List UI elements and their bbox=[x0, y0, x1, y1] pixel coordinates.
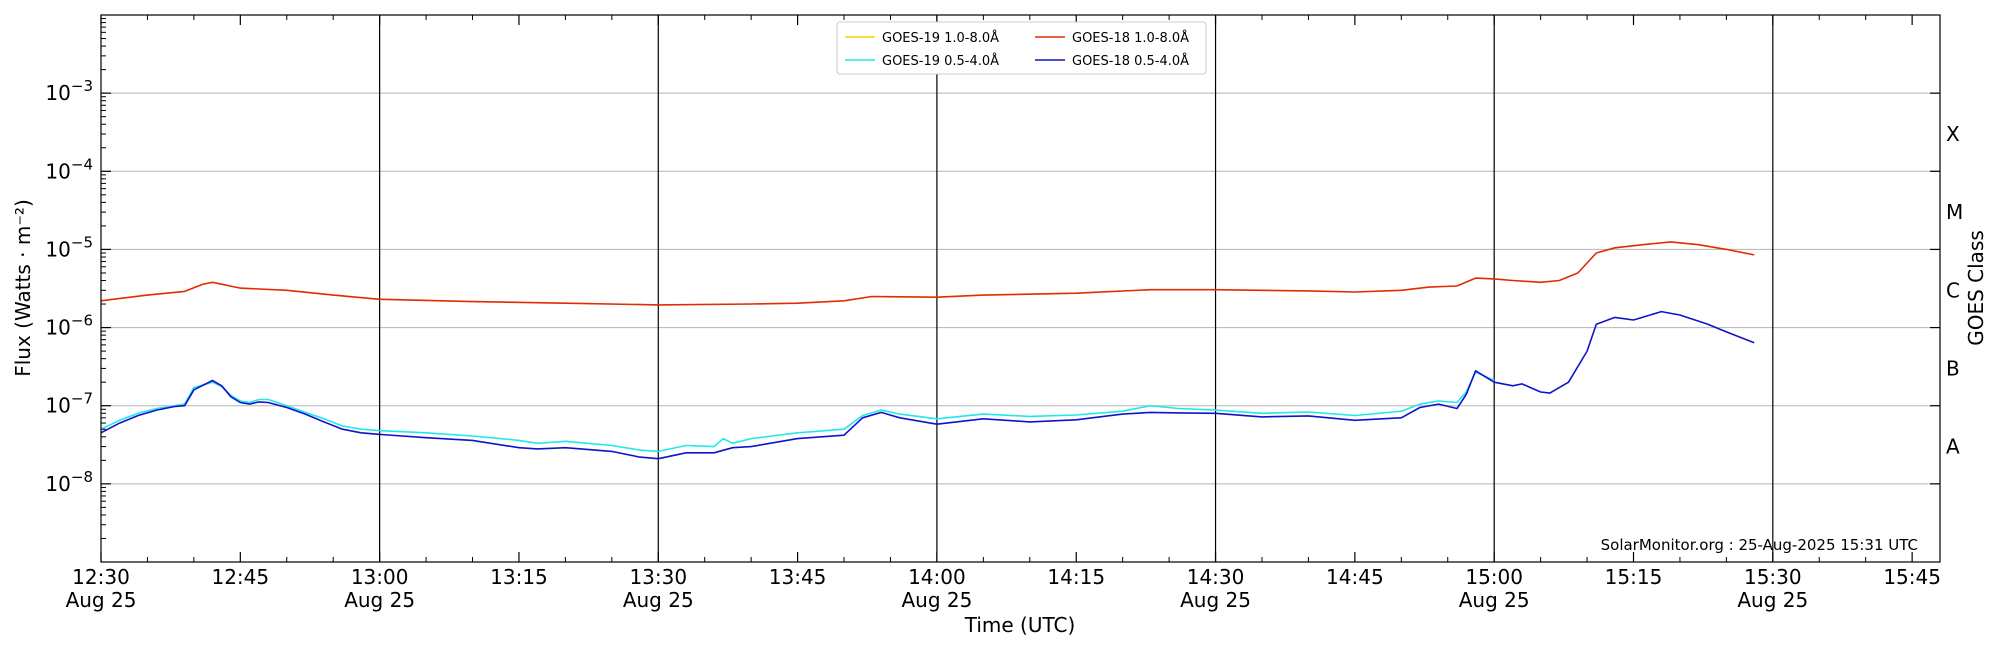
y-tick-exponent: −8 bbox=[71, 468, 93, 486]
y-tick-base: 10 bbox=[45, 316, 70, 340]
x-tick-date-4: Aug 25 bbox=[623, 588, 694, 612]
goes-class-axis-title: GOES Class bbox=[1964, 230, 1988, 346]
y-tick-label-4: 10−4 bbox=[45, 155, 93, 183]
series-line-1 bbox=[100, 371, 1495, 453]
goes-class-labels: A B C M X bbox=[1946, 122, 1963, 459]
series-lines bbox=[100, 241, 1755, 460]
hour-separator-lines bbox=[379, 15, 1774, 562]
series-line-3 bbox=[100, 310, 1755, 460]
legend-box bbox=[836, 21, 1207, 75]
x-tick-label-2: 13:00 bbox=[351, 565, 409, 589]
x-tick-label-5: 13:45 bbox=[769, 565, 827, 589]
x-tick-label-1: 12:45 bbox=[211, 565, 269, 589]
y-tick-exponent: −5 bbox=[71, 233, 93, 251]
x-tick-date-6: Aug 25 bbox=[901, 588, 972, 612]
x-tick-label-10: 15:00 bbox=[1465, 565, 1523, 589]
x-tick-label-3: 13:15 bbox=[490, 565, 548, 589]
x-tick-label-11: 15:15 bbox=[1605, 565, 1663, 589]
y-axis-title: Flux (Watts · m⁻²) bbox=[11, 199, 35, 377]
y-tick-label-2: 10−6 bbox=[45, 312, 93, 340]
legend-label-1: GOES-19 0.5-4.0Å bbox=[882, 53, 999, 69]
legend-label-3: GOES-18 0.5-4.0Å bbox=[1072, 53, 1189, 69]
goes-class-m: M bbox=[1946, 200, 1963, 224]
goes-class-a: A bbox=[1946, 435, 1960, 459]
y-tick-exponent: −4 bbox=[71, 155, 93, 173]
axis-ticks bbox=[100, 15, 1940, 562]
goes-class-c: C bbox=[1946, 278, 1960, 302]
y-tick-label-0: 10−8 bbox=[45, 468, 93, 496]
x-tick-date-0: Aug 25 bbox=[66, 588, 137, 612]
x-tick-label-4: 13:30 bbox=[629, 565, 687, 589]
y-tick-base: 10 bbox=[45, 394, 70, 418]
y-tick-base: 10 bbox=[45, 237, 70, 261]
y-tick-labels: 10−810−710−610−510−410−3 bbox=[45, 77, 93, 496]
y-tick-exponent: −6 bbox=[71, 312, 93, 330]
y-tick-label-5: 10−3 bbox=[45, 77, 93, 105]
grid-lines bbox=[101, 92, 1940, 485]
x-tick-label-7: 14:15 bbox=[1047, 565, 1105, 589]
x-tick-date-2: Aug 25 bbox=[344, 588, 415, 612]
x-tick-date-10: Aug 25 bbox=[1459, 588, 1530, 612]
x-tick-label-6: 14:00 bbox=[908, 565, 966, 589]
legend-label-2: GOES-18 1.0-8.0Å bbox=[1072, 30, 1189, 46]
x-tick-label-8: 14:30 bbox=[1187, 565, 1245, 589]
credit-text: SolarMonitor.org : 25-Aug-2025 15:31 UTC bbox=[1601, 536, 1918, 554]
y-tick-exponent: −3 bbox=[71, 77, 93, 95]
x-tick-label-13: 15:45 bbox=[1883, 565, 1941, 589]
y-tick-exponent: −7 bbox=[71, 390, 93, 408]
goes-class-x: X bbox=[1946, 122, 1960, 146]
goes-class-b: B bbox=[1946, 356, 1960, 380]
x-tick-label-9: 14:45 bbox=[1326, 565, 1384, 589]
x-tick-date-12: Aug 25 bbox=[1737, 588, 1808, 612]
legend-label-0: GOES-19 1.0-8.0Å bbox=[882, 30, 999, 46]
series-line-2 bbox=[100, 241, 1755, 306]
x-axis-title: Time (UTC) bbox=[964, 613, 1076, 637]
y-tick-label-3: 10−5 bbox=[45, 233, 93, 261]
x-tick-label-0: 12:30 bbox=[72, 565, 130, 589]
y-tick-label-1: 10−7 bbox=[45, 390, 93, 418]
legend: GOES-19 1.0-8.0Å GOES-19 0.5-4.0Å GOES-18 … bbox=[836, 21, 1207, 75]
x-tick-date-8: Aug 25 bbox=[1180, 588, 1251, 612]
y-tick-base: 10 bbox=[45, 81, 70, 105]
plot-frame bbox=[100, 14, 1941, 563]
x-tick-label-12: 15:30 bbox=[1744, 565, 1802, 589]
y-tick-base: 10 bbox=[45, 472, 70, 496]
y-tick-base: 10 bbox=[45, 159, 70, 183]
